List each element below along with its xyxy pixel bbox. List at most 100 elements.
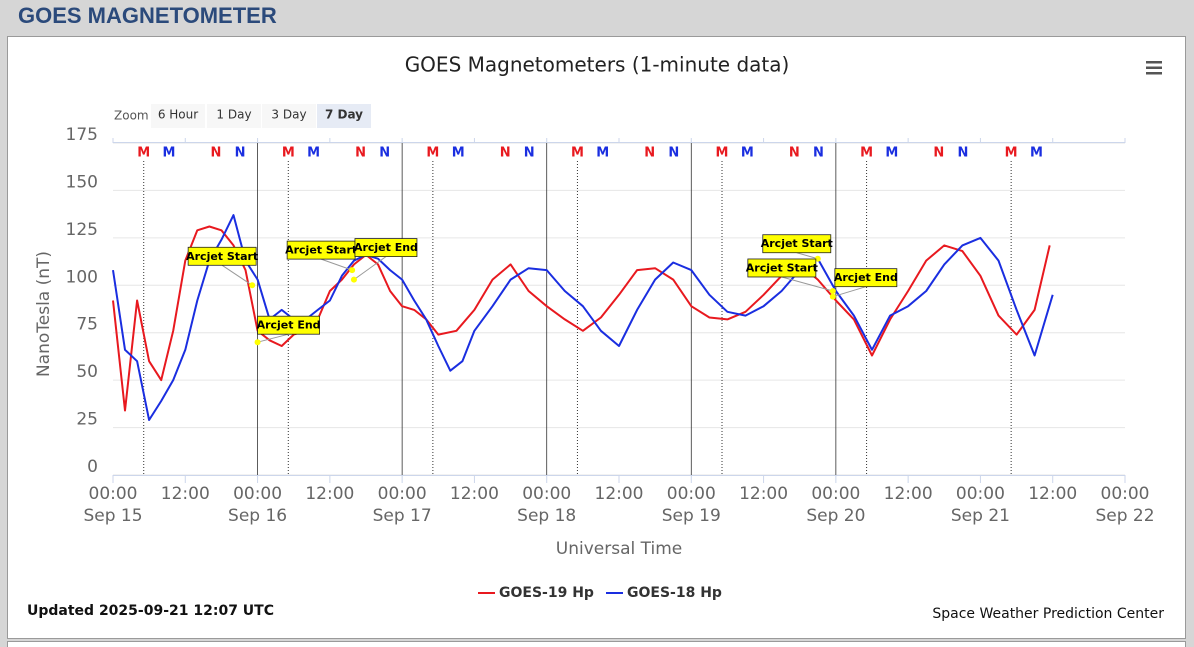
annotation-pointer [832,286,866,298]
y-tick-label: 25 [76,410,98,430]
x-tick-label: 12:00 [305,484,354,504]
y-tick-label: 175 [66,125,98,145]
x-tick-label: 12:00 [1028,484,1077,504]
orbit-marker: M [137,146,150,161]
annotation-box [257,315,320,335]
x-tick-label: 00:00 Sep 16 [228,484,287,526]
y-tick-label: 100 [66,267,98,287]
annotation-text: Arcjet End [257,319,321,332]
annotation-text: Arcjet End [834,271,898,284]
x-axis-label: Universal Time [556,539,682,559]
annotation-point [829,293,836,300]
annotation-text: Arcjet Start [186,250,258,263]
orbit-marker: M [1005,146,1018,161]
orbit-marker: N [524,146,535,161]
x-tick-label: 00:00 Sep 19 [662,484,721,526]
orbit-marker: M [163,146,176,161]
zoom-label: Zoom [114,109,149,123]
annotation-text: Arcjet Start [746,261,818,274]
page-header: GOES MAGNETOMETER [18,3,277,28]
menu-button[interactable] [1146,61,1162,75]
annotation-box [187,246,257,266]
orbit-marker: M [571,146,584,161]
annotation-text: Arcjet Start [285,244,357,257]
y-tick-label: 75 [76,315,98,335]
annotation-pointer [796,252,818,260]
annotation-text: Arcjet Start [761,237,833,250]
annotation-text: Arcjet End [354,241,418,254]
annotation-point [249,282,256,289]
orbit-marker: M [452,146,465,161]
orbit-marker: M [282,146,295,161]
credit: Space Weather Prediction Center [932,606,1164,622]
annotation-box [762,234,832,254]
zoom-button-label: 7 Day [325,108,363,122]
zoom-button-label: 1 Day [216,108,251,122]
orbit-marker: N [379,146,390,161]
menu-bar [1146,61,1162,64]
x-tick-label: 12:00 [450,484,499,504]
y-tick-label: 0 [87,457,98,477]
annotation-pointer [781,276,833,292]
menu-bar [1146,72,1162,75]
y-tick-label: 125 [66,220,98,240]
x-tick-label: 00:00 Sep 20 [806,484,865,526]
orbit-marker: M [716,146,729,161]
legend-label: GOES-18 Hp [627,585,722,601]
chart-panel [7,36,1186,639]
x-tick-label: 00:00 Sep 22 [1095,484,1154,526]
zoom-button[interactable]: 7 Day [317,104,371,128]
x-tick-label: 12:00 [739,484,788,504]
x-tick-label: 00:00 Sep 15 [83,484,142,526]
menu-bar [1146,66,1162,69]
x-tick-label: 12:00 [595,484,644,504]
orbit-marker: M [741,146,754,161]
orbit-marker: M [596,146,609,161]
orbit-marker: M [860,146,873,161]
zoom-button[interactable]: 3 Day [262,104,316,128]
zoom-button-label: 3 Day [271,108,306,122]
annotation-box [747,258,817,278]
y-axis-label: NanoTesla (nT) [34,251,54,377]
y-tick-label: 150 [66,172,98,192]
y-tick-label: 50 [76,362,98,382]
updated-note: Updated 2025-09-21 12:07 UTC [27,603,274,619]
zoom-button-bg [262,104,316,128]
zoom-button[interactable]: 1 Day [207,104,261,128]
chart-title: GOES Magnetometers (1-minute data) [405,53,790,77]
next-panel [7,641,1186,647]
zoom-button[interactable]: 6 Hour [151,104,205,128]
orbit-marker: N [500,146,511,161]
annotation-point [829,287,836,294]
orbit-marker: N [933,146,944,161]
x-tick-label: 00:00 Sep 17 [373,484,432,526]
annotation-point [254,339,261,346]
annotation-box [834,268,898,288]
orbit-marker: N [235,146,246,161]
zoom-button-bg [207,104,261,128]
annotation-point [814,255,821,262]
orbit-marker: N [813,146,824,161]
series-line [112,214,1054,421]
annotation-pointer [353,256,387,281]
orbit-marker: M [1030,146,1043,161]
orbit-marker: N [958,146,969,161]
zoom-button-bg [151,104,205,128]
orbit-marker: M [307,146,320,161]
annotation-point [349,267,356,274]
x-tick-label: 12:00 [161,484,210,504]
annotation-pointer [221,264,253,286]
orbit-marker: N [355,146,366,161]
zoom-button-label: 6 Hour [158,108,198,122]
legend-label: GOES-19 Hp [499,585,594,601]
annotation-point [350,276,357,283]
x-tick-label: 12:00 [884,484,933,504]
x-tick-label: 00:00 Sep 18 [517,484,576,526]
orbit-marker: N [644,146,655,161]
orbit-marker: M [426,146,439,161]
orbit-marker: M [885,146,898,161]
orbit-marker: N [211,146,222,161]
orbit-marker: N [789,146,800,161]
annotation-box [354,238,418,257]
